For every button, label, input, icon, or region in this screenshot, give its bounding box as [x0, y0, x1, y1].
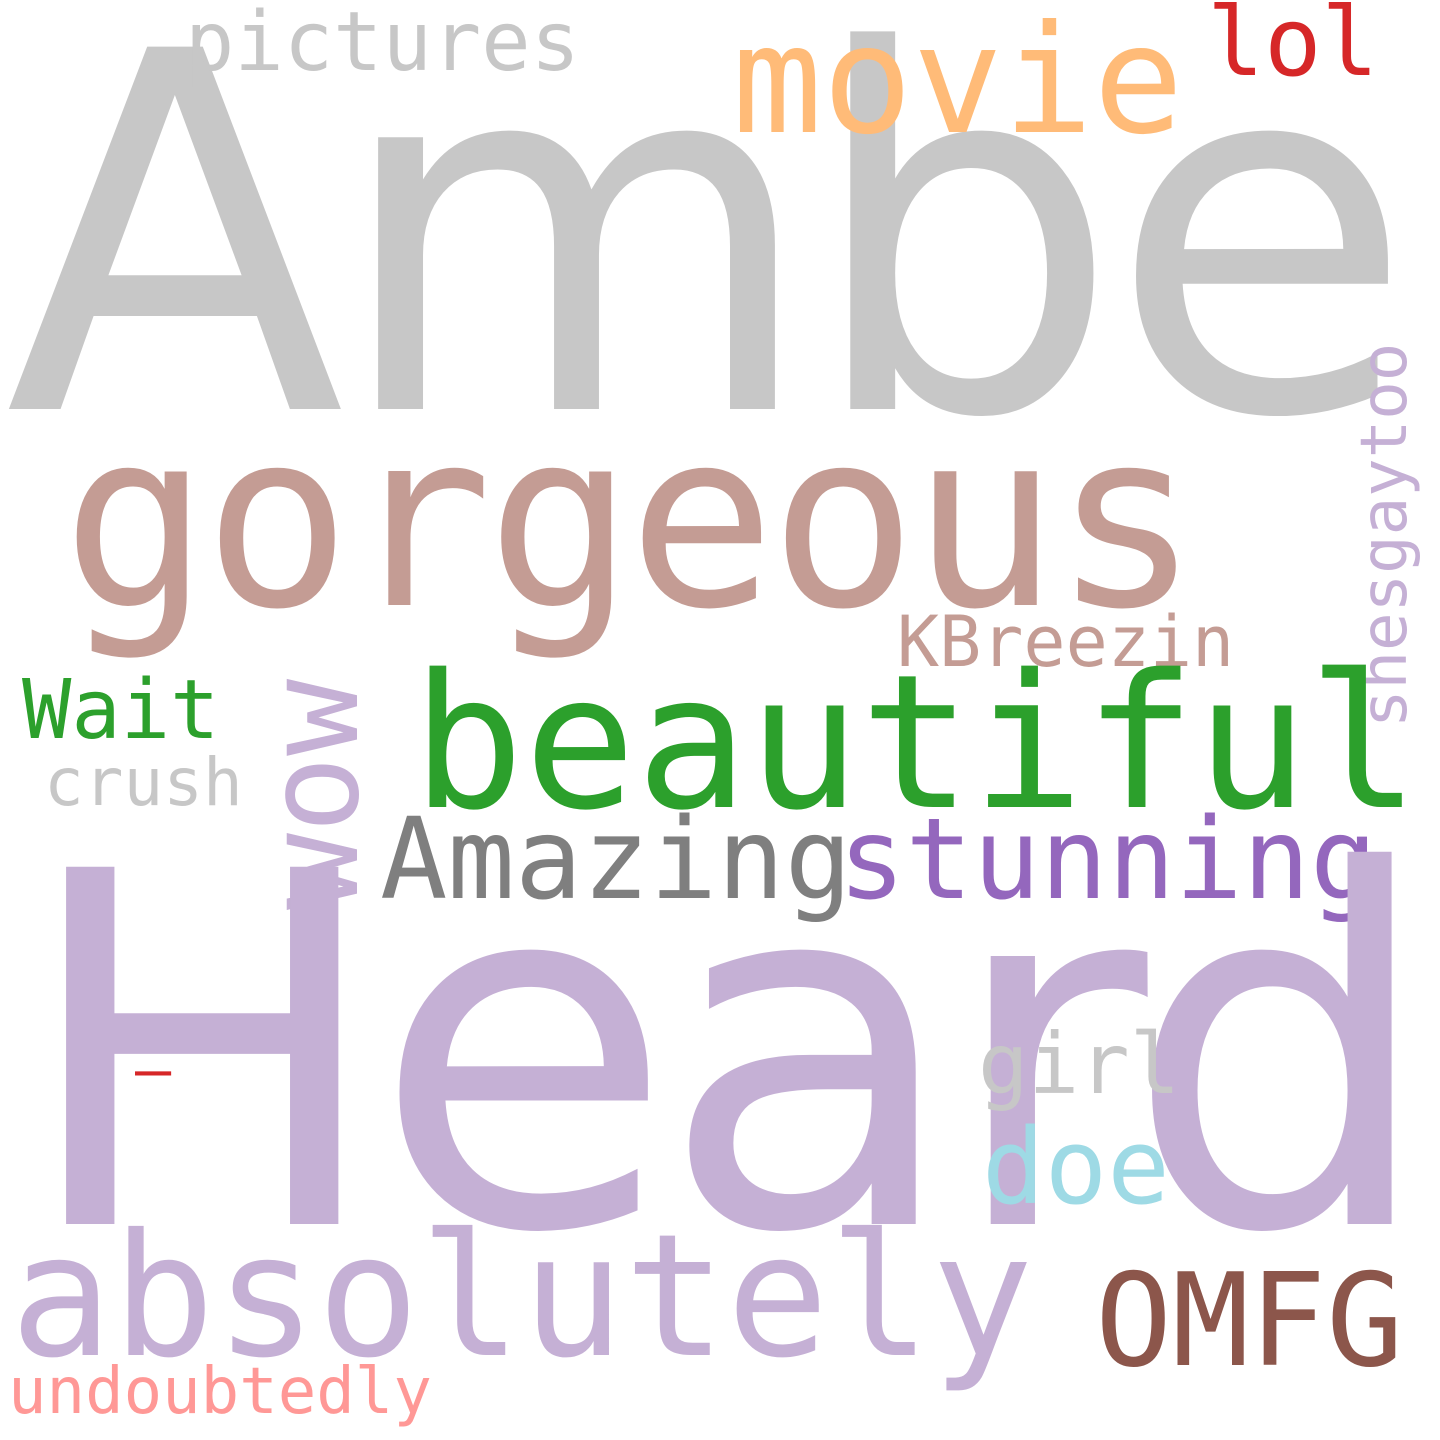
- word-crush: crush: [44, 744, 243, 821]
- word-beautiful: beautiful: [412, 634, 1420, 851]
- word-amazing: Amazing: [380, 795, 853, 925]
- word-lol: lol: [1207, 0, 1379, 98]
- word-gorgeous: gorgeous: [62, 378, 1200, 663]
- word-doe: doe: [982, 1106, 1170, 1228]
- word-wait: Wait: [22, 663, 220, 758]
- word-movie: movie: [732, 0, 1184, 168]
- word-kbreezin: KBreezin: [897, 601, 1235, 683]
- word-dash: –: [135, 1035, 172, 1105]
- word-amber: Amber: [5, 0, 1440, 527]
- word-pictures: pictures: [185, 0, 580, 90]
- word-absolutely: absolutely: [10, 1198, 1034, 1396]
- word-stunning: stunning: [838, 795, 1378, 925]
- word-undoubtedly: undoubtedly: [8, 1355, 432, 1429]
- word-girl: girl: [978, 1015, 1181, 1113]
- word-heard: Heard: [18, 769, 1436, 1340]
- word-omfg: OMFG: [1095, 1247, 1404, 1396]
